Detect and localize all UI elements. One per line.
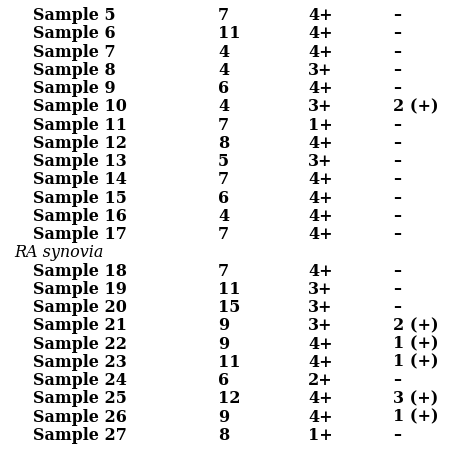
- Text: 1 (+): 1 (+): [393, 409, 439, 426]
- Text: 4+: 4+: [308, 135, 333, 152]
- Text: 3+: 3+: [308, 281, 333, 298]
- Text: –: –: [393, 153, 401, 170]
- Text: Sample 16: Sample 16: [33, 208, 127, 225]
- Text: Sample 15: Sample 15: [33, 190, 127, 207]
- Text: 3+: 3+: [308, 99, 333, 115]
- Text: Sample 23: Sample 23: [33, 354, 127, 371]
- Text: Sample 27: Sample 27: [33, 427, 127, 444]
- Text: –: –: [393, 372, 401, 389]
- Text: Sample 14: Sample 14: [33, 171, 127, 188]
- Text: Sample 5: Sample 5: [33, 7, 116, 24]
- Text: –: –: [393, 7, 401, 24]
- Text: 1 (+): 1 (+): [393, 336, 439, 353]
- Text: 5: 5: [218, 153, 229, 170]
- Text: 4: 4: [218, 99, 229, 115]
- Text: 7: 7: [218, 263, 229, 280]
- Text: 4: 4: [218, 44, 229, 61]
- Text: –: –: [393, 171, 401, 188]
- Text: RA synovia: RA synovia: [14, 245, 104, 261]
- Text: 3 (+): 3 (+): [393, 391, 438, 407]
- Text: 4+: 4+: [308, 44, 333, 61]
- Text: 1+: 1+: [308, 117, 333, 134]
- Text: –: –: [393, 117, 401, 134]
- Text: –: –: [393, 62, 401, 79]
- Text: 7: 7: [218, 226, 229, 243]
- Text: 8: 8: [218, 427, 229, 444]
- Text: 2+: 2+: [308, 372, 333, 389]
- Text: 2 (+): 2 (+): [393, 99, 439, 115]
- Text: Sample 24: Sample 24: [33, 372, 127, 389]
- Text: 9: 9: [218, 336, 229, 353]
- Text: 1+: 1+: [308, 427, 333, 444]
- Text: 7: 7: [218, 171, 229, 188]
- Text: 6: 6: [218, 190, 229, 207]
- Text: –: –: [393, 190, 401, 207]
- Text: Sample 26: Sample 26: [33, 409, 127, 426]
- Text: 4+: 4+: [308, 336, 333, 353]
- Text: Sample 22: Sample 22: [33, 336, 127, 353]
- Text: 8: 8: [218, 135, 229, 152]
- Text: 11: 11: [218, 25, 240, 42]
- Text: Sample 7: Sample 7: [33, 44, 116, 61]
- Text: 4+: 4+: [308, 190, 333, 207]
- Text: Sample 20: Sample 20: [33, 299, 127, 316]
- Text: 2 (+): 2 (+): [393, 318, 439, 334]
- Text: 9: 9: [218, 409, 229, 426]
- Text: –: –: [393, 44, 401, 61]
- Text: 4+: 4+: [308, 263, 333, 280]
- Text: Sample 17: Sample 17: [33, 226, 127, 243]
- Text: 11: 11: [218, 281, 240, 298]
- Text: 15: 15: [218, 299, 240, 316]
- Text: –: –: [393, 427, 401, 444]
- Text: Sample 18: Sample 18: [33, 263, 127, 280]
- Text: –: –: [393, 208, 401, 225]
- Text: 4+: 4+: [308, 226, 333, 243]
- Text: 3+: 3+: [308, 299, 333, 316]
- Text: 12: 12: [218, 391, 240, 407]
- Text: Sample 8: Sample 8: [33, 62, 116, 79]
- Text: 4+: 4+: [308, 354, 333, 371]
- Text: –: –: [393, 80, 401, 97]
- Text: Sample 11: Sample 11: [33, 117, 127, 134]
- Text: 4+: 4+: [308, 25, 333, 42]
- Text: –: –: [393, 263, 401, 280]
- Text: 9: 9: [218, 318, 229, 334]
- Text: 4+: 4+: [308, 80, 333, 97]
- Text: Sample 25: Sample 25: [33, 391, 127, 407]
- Text: Sample 9: Sample 9: [33, 80, 116, 97]
- Text: 4: 4: [218, 208, 229, 225]
- Text: –: –: [393, 281, 401, 298]
- Text: 3+: 3+: [308, 318, 333, 334]
- Text: –: –: [393, 25, 401, 42]
- Text: Sample 21: Sample 21: [33, 318, 127, 334]
- Text: Sample 13: Sample 13: [33, 153, 127, 170]
- Text: 4+: 4+: [308, 7, 333, 24]
- Text: 3+: 3+: [308, 62, 333, 79]
- Text: 4+: 4+: [308, 409, 333, 426]
- Text: –: –: [393, 135, 401, 152]
- Text: 4+: 4+: [308, 391, 333, 407]
- Text: –: –: [393, 226, 401, 243]
- Text: 6: 6: [218, 372, 229, 389]
- Text: 4+: 4+: [308, 171, 333, 188]
- Text: 7: 7: [218, 7, 229, 24]
- Text: –: –: [393, 299, 401, 316]
- Text: 4+: 4+: [308, 208, 333, 225]
- Text: 11: 11: [218, 354, 240, 371]
- Text: 6: 6: [218, 80, 229, 97]
- Text: 1 (+): 1 (+): [393, 354, 439, 371]
- Text: Sample 19: Sample 19: [33, 281, 127, 298]
- Text: Sample 12: Sample 12: [33, 135, 127, 152]
- Text: 4: 4: [218, 62, 229, 79]
- Text: 3+: 3+: [308, 153, 333, 170]
- Text: Sample 10: Sample 10: [33, 99, 127, 115]
- Text: Sample 6: Sample 6: [33, 25, 116, 42]
- Text: 7: 7: [218, 117, 229, 134]
